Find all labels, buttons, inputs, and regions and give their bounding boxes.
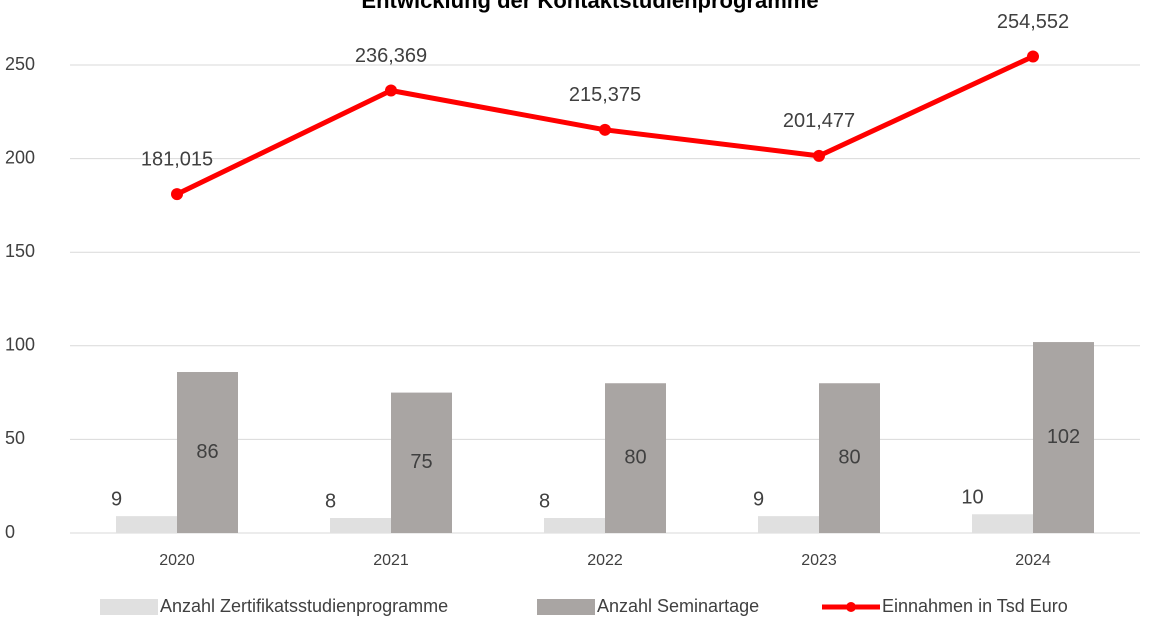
x-tick-label: 2022	[587, 552, 623, 569]
legend-label: Einnahmen in Tsd Euro	[882, 596, 1068, 616]
line-marker	[385, 84, 397, 97]
data-label: 236,369	[355, 45, 427, 67]
bar	[330, 518, 391, 533]
bar	[605, 383, 666, 533]
y-tick-label: 100	[5, 335, 35, 355]
x-tick-label: 2020	[159, 552, 195, 569]
y-tick-label: 0	[5, 522, 15, 542]
y-tick-label: 50	[5, 428, 25, 448]
legend-swatch	[846, 602, 856, 612]
y-tick-label: 200	[5, 147, 35, 167]
data-label: 201,477	[783, 110, 855, 132]
legend-label: Anzahl Seminartage	[597, 596, 759, 616]
bar	[391, 392, 452, 533]
legend-label: Anzahl Zertifikatsstudienprogramme	[160, 596, 448, 616]
bar	[1033, 342, 1094, 533]
y-tick-label: 150	[5, 241, 35, 261]
data-label: 9	[753, 488, 764, 510]
x-tick-label: 2024	[1015, 552, 1051, 569]
data-label: 9	[111, 488, 122, 510]
data-label: 181,015	[141, 148, 213, 170]
data-label: 102	[1047, 426, 1080, 448]
line-marker	[1027, 50, 1039, 63]
y-tick-label: 250	[5, 54, 35, 74]
x-tick-label: 2023	[801, 552, 837, 569]
bar	[116, 516, 177, 533]
legend-swatch	[100, 599, 158, 615]
line-marker	[813, 149, 825, 162]
bar	[544, 518, 605, 533]
data-label: 86	[196, 441, 218, 463]
data-label: 215,375	[569, 84, 641, 106]
data-label: 254,552	[997, 11, 1069, 33]
data-label: 10	[961, 487, 983, 509]
bar	[819, 383, 880, 533]
bar	[177, 372, 238, 533]
bar	[972, 514, 1033, 533]
line-marker	[171, 188, 183, 201]
legend-swatch	[537, 599, 595, 615]
data-label: 8	[539, 490, 550, 512]
data-label: 80	[624, 446, 646, 468]
line-marker	[599, 123, 611, 136]
data-label: 80	[838, 446, 860, 468]
data-label: 8	[325, 490, 336, 512]
data-label: 75	[410, 451, 432, 473]
bar	[758, 516, 819, 533]
x-tick-label: 2021	[373, 552, 409, 569]
chart-title: Entwicklung der Kontaktstudienprogramme	[361, 0, 818, 13]
